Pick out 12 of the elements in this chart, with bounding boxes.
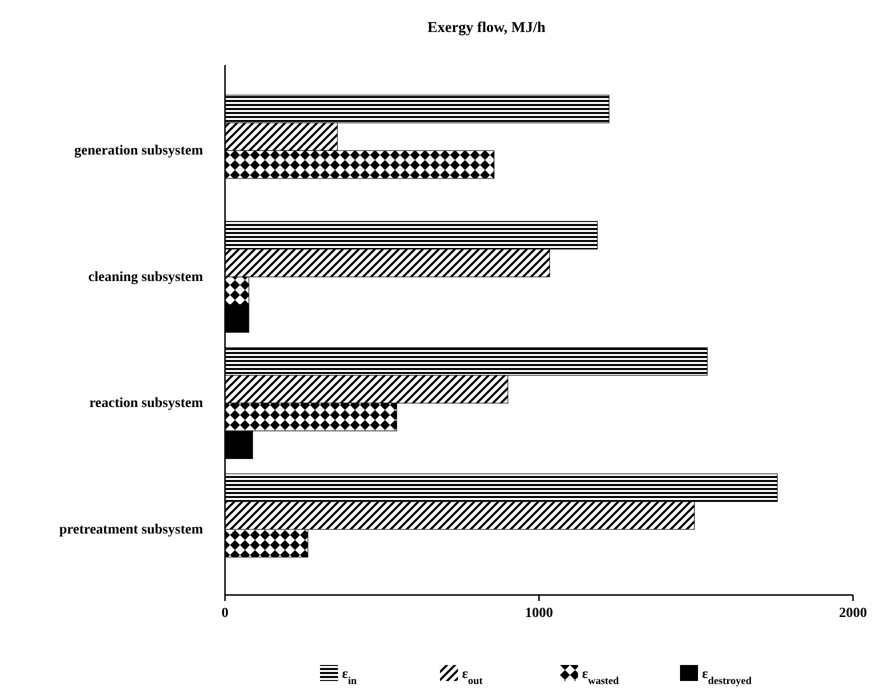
legend-label: ε$_{wasted}$ [582,667,620,686]
legend-label: ε$_{in}$ [342,667,357,686]
x-tick-label: 2000 [839,606,867,621]
y-tick-label: reaction subsystem [89,396,204,412]
y-tick-label: generation subsystem [74,144,204,159]
legend-label: ε$_{out}$ [462,667,484,686]
y-tick-label: pretreatment subsystem [59,522,204,538]
y-tick-label: cleaning subsystem [88,270,204,285]
legend-label: ε$_{destroyed}$ [702,667,752,686]
chart-title: Exergy flow, MJ/h [428,20,546,36]
x-tick-label: 0 [222,606,228,621]
x-tick-label: 1000 [525,606,553,621]
